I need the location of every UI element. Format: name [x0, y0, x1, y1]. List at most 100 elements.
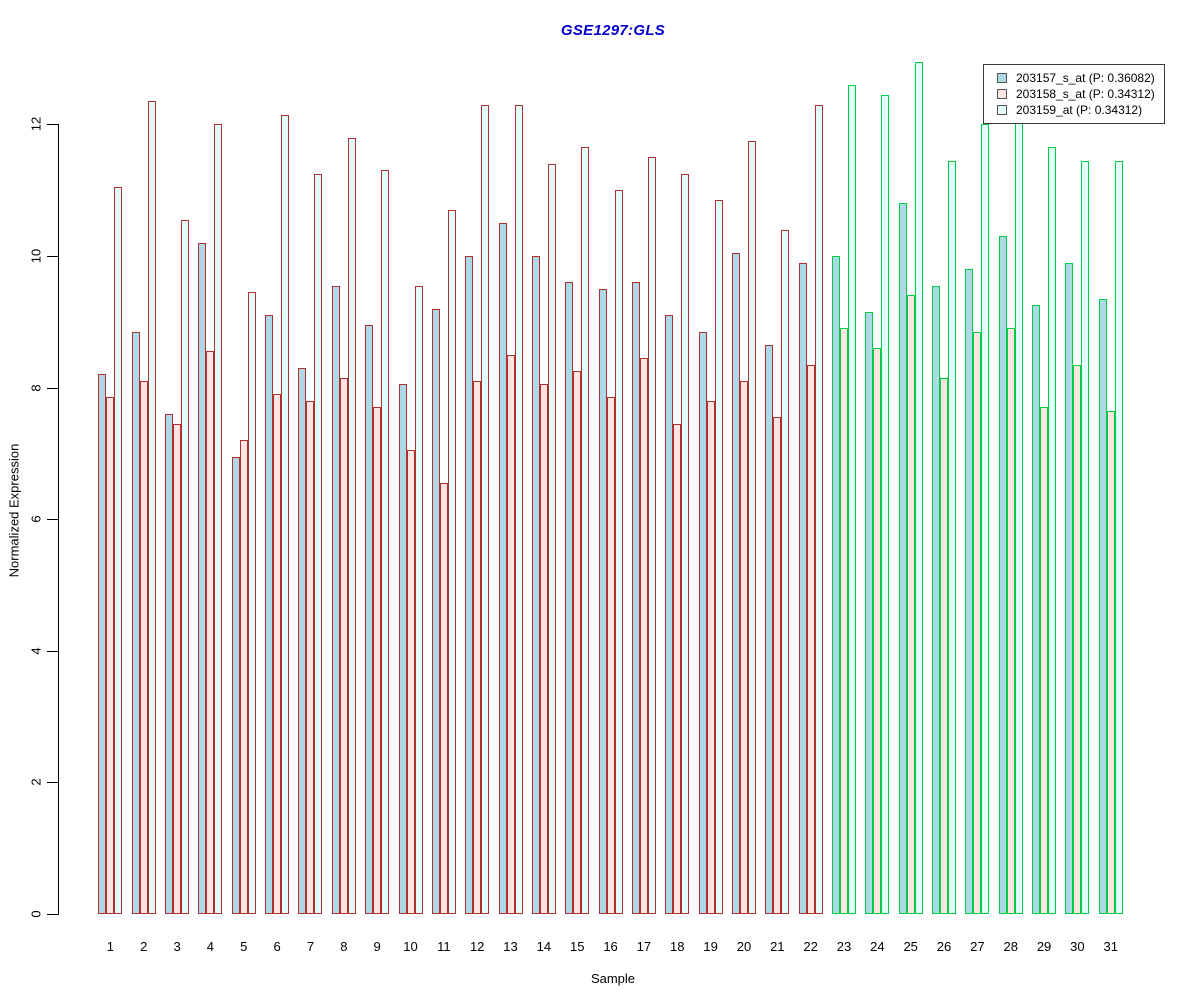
y-tick-label: 6 [28, 515, 44, 523]
bar-sample17-series1 [631, 282, 640, 914]
bar-sample1-series1 [98, 374, 107, 914]
x-tick-label: 21 [770, 939, 785, 954]
legend-label: 203158_s_at (P: 0.34312) [1016, 87, 1155, 101]
x-tick-label: 2 [140, 939, 148, 954]
x-tick-label: 9 [373, 939, 381, 954]
x-tick-label: 3 [173, 939, 181, 954]
bar-sample31-series3 [1114, 160, 1123, 914]
bar-sample21-series3 [781, 229, 790, 914]
bar-sample12-series1 [465, 256, 474, 914]
bar-sample8-series1 [331, 285, 340, 914]
y-axis-title: Normalized Expression [6, 443, 22, 578]
bar-sample28-series2 [1006, 328, 1015, 914]
bar-sample13-series1 [498, 223, 507, 914]
bar-sample11-series3 [447, 209, 456, 914]
legend-item-1: 203157_s_at (P: 0.36082) [984, 70, 1164, 86]
bar-sample21-series2 [773, 417, 782, 914]
bar-sample24-series3 [881, 94, 890, 914]
bar-sample21-series1 [765, 344, 774, 914]
bar-sample2-series1 [131, 331, 140, 914]
x-tick-label: 24 [870, 939, 885, 954]
bar-sample26-series3 [948, 160, 957, 914]
x-tick-label: 14 [536, 939, 552, 954]
x-tick-label: 29 [1036, 939, 1052, 954]
bar-sample16-series1 [598, 288, 607, 914]
bar-sample6-series3 [281, 114, 290, 914]
bar-sample20-series3 [747, 140, 756, 914]
bar-sample23-series1 [831, 256, 840, 914]
y-tick-mark [47, 124, 58, 126]
x-tick-label: 4 [206, 939, 215, 954]
y-tick-mark [47, 387, 58, 389]
bar-sample1-series3 [114, 186, 123, 914]
bar-sample10-series2 [406, 450, 415, 914]
bar-sample20-series2 [739, 381, 748, 914]
bar-sample31-series2 [1106, 410, 1115, 914]
x-tick-label: 5 [240, 939, 248, 954]
y-tick-label: 0 [28, 910, 44, 918]
x-tick-label: 16 [603, 939, 618, 954]
x-tick-label: 6 [273, 939, 281, 954]
x-tick-label: 31 [1103, 939, 1118, 954]
bar-sample4-series1 [198, 242, 207, 914]
x-tick-label: 26 [936, 939, 952, 954]
y-tick-mark [47, 650, 58, 652]
bar-sample22-series3 [814, 104, 823, 914]
bar-sample4-series3 [214, 124, 223, 914]
legend-swatch-icon [997, 105, 1007, 115]
bar-sample13-series2 [506, 354, 515, 914]
x-tick-label: 11 [437, 939, 451, 954]
bar-sample1-series2 [106, 397, 115, 914]
bar-sample19-series3 [714, 200, 723, 914]
bar-sample8-series3 [347, 137, 356, 914]
x-tick-label: 28 [1003, 939, 1018, 954]
bar-sample5-series2 [239, 440, 248, 914]
bar-sample27-series2 [973, 331, 982, 914]
bar-sample27-series3 [981, 124, 990, 914]
bar-sample16-series2 [606, 397, 615, 914]
x-tick-label: 8 [340, 939, 348, 954]
bar-sample22-series2 [806, 364, 815, 914]
chart-title: GSE1297:GLS [560, 22, 666, 39]
bar-sample3-series3 [181, 219, 190, 914]
bar-sample23-series2 [839, 328, 848, 914]
bar-sample23-series3 [847, 84, 856, 914]
bar-sample15-series1 [565, 282, 574, 914]
legend-swatch-icon [997, 89, 1007, 99]
bar-sample17-series3 [647, 157, 656, 914]
bar-sample15-series3 [581, 147, 590, 914]
x-tick-label: 10 [403, 939, 418, 954]
bar-sample8-series2 [339, 377, 348, 914]
bar-sample30-series3 [1081, 160, 1090, 914]
bar-sample2-series3 [147, 101, 156, 914]
bar-sample19-series2 [706, 400, 715, 914]
legend-swatch-icon [997, 73, 1007, 83]
bar-sample22-series1 [798, 262, 807, 914]
x-tick-label: 27 [970, 939, 985, 954]
y-tick-mark [47, 519, 58, 521]
bar-sample14-series1 [531, 256, 540, 914]
bar-sample10-series1 [398, 384, 407, 914]
bar-sample9-series1 [365, 325, 374, 914]
bar-sample29-series3 [1048, 147, 1057, 914]
bar-sample26-series1 [932, 285, 941, 914]
bar-sample29-series1 [1032, 305, 1041, 914]
x-tick-label: 20 [736, 939, 752, 954]
bar-sample7-series2 [306, 400, 315, 914]
x-tick-label: 22 [803, 939, 818, 954]
bar-sample18-series2 [673, 423, 682, 914]
bar-sample6-series1 [265, 315, 274, 914]
x-tick-label: 12 [469, 939, 485, 954]
bar-sample19-series1 [698, 331, 707, 914]
x-tick-label: 13 [503, 939, 518, 954]
y-tick-label: 10 [28, 248, 44, 264]
bar-sample9-series2 [373, 407, 382, 914]
bar-sample14-series2 [539, 384, 548, 914]
bar-sample5-series3 [247, 292, 256, 914]
bar-sample3-series1 [165, 413, 174, 914]
bar-sample29-series2 [1040, 407, 1049, 914]
x-tick-label: 1 [106, 939, 115, 954]
bar-sample14-series3 [547, 163, 556, 914]
x-tick-label: 18 [670, 939, 685, 954]
x-tick-label: 7 [306, 939, 315, 954]
